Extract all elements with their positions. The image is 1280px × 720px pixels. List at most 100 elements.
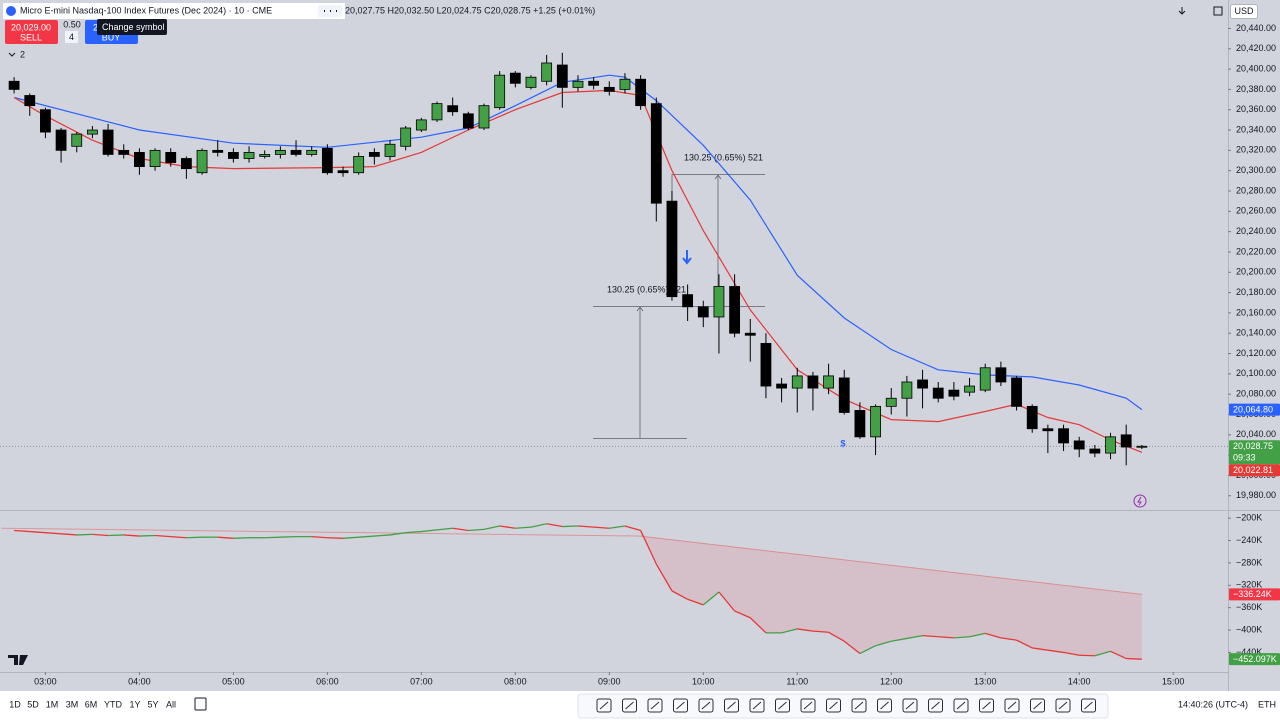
session[interactable]: ETH [1258,699,1276,709]
tool-icon[interactable] [1081,698,1096,713]
tool-icon[interactable] [979,698,994,713]
currency-box[interactable] [1230,4,1258,19]
tool-glyph [676,701,685,710]
alert-icon[interactable] [1133,494,1147,508]
indicator-segment [655,563,673,592]
candle-body [462,113,474,129]
maximize-icon[interactable] [1213,6,1223,16]
indicator-segment [781,628,798,634]
symbol-title[interactable]: Micro E-mini Nasdaq-100 Index Futures (D… [20,5,272,15]
header-bar [3,3,345,19]
y-tick-label: −400K [1236,624,1262,634]
tool-icon[interactable] [1004,698,1020,713]
tool-glyph [625,701,634,710]
buy-price: 2 [93,22,98,32]
indicator-segment [45,532,62,535]
y-tick-label: 20,200.00 [1236,267,1276,277]
price-badge [1229,440,1280,465]
y-tick-label: 20,080.00 [1236,389,1276,399]
tool-icon[interactable] [775,698,790,713]
tool-icon[interactable] [953,698,969,713]
tool-glyph [752,701,762,710]
tool-glyph [982,701,991,710]
candle-body [259,154,271,157]
candle-body [8,80,20,90]
tool-icon[interactable] [749,698,765,713]
indicator-segment [859,645,876,655]
indicator-segment [139,534,156,537]
range-button[interactable]: 1M [46,699,59,709]
indicator-segment [797,628,814,632]
y-tick-label: 19,980.00 [1236,490,1276,500]
candle-body [55,129,67,151]
tool-icon[interactable] [877,698,892,713]
range-button[interactable]: YTD [104,699,123,709]
x-tick-label: 05:00 [222,676,245,686]
indicator-segment [593,526,610,529]
drawing-toolbar [577,693,1109,719]
tool-icon[interactable] [622,698,637,713]
candle-body [870,405,881,438]
sell-price: 20,029.00 [11,22,51,32]
tool-icon[interactable] [928,698,943,713]
range-button[interactable]: All [166,699,176,709]
tool-icon[interactable] [724,698,739,713]
candle-body [1073,440,1085,450]
indicator-segment [718,591,736,612]
candle-body [71,133,83,147]
tool-icon[interactable] [698,698,714,713]
range-button[interactable]: 5D [27,699,39,709]
indicator-segment [123,534,140,537]
indicator-segment [812,630,829,633]
candle-body [854,410,866,438]
tool-icon[interactable] [647,698,663,713]
y-tick-label: −240K [1236,535,1262,545]
indicator-segment [483,525,500,530]
collapse-chevron[interactable] [8,52,16,57]
countdown: 09:33 [1233,453,1256,463]
date-range-icon[interactable] [194,697,207,711]
range-button[interactable]: 6M [85,699,98,709]
tool-icon[interactable] [1055,698,1071,713]
candle-body [901,381,913,399]
tool-icon[interactable] [800,698,816,713]
tool-icon[interactable] [902,698,918,713]
y-tick-label: 20,220.00 [1236,246,1276,256]
range-button[interactable]: 5Y [147,699,158,709]
indicator-segment [938,636,954,639]
indicator-segment [969,632,986,638]
candle-body [619,78,631,90]
indicator-segment [734,610,751,619]
quantity: 4 [69,32,74,42]
indicator-segment [828,631,845,642]
range-button[interactable]: 1Y [129,699,140,709]
tool-glyph [956,701,966,710]
indicator-segment [609,525,626,529]
indicator-segment [61,533,77,536]
candle-body [494,74,506,109]
tool-icon[interactable] [826,698,841,713]
candle-body [525,76,537,88]
x-tick-label: 12:00 [880,676,903,686]
tool-icon[interactable] [851,698,867,713]
sell-button[interactable] [5,20,58,44]
quantity-box[interactable] [65,31,78,43]
x-tick-label: 15:00 [1162,676,1185,686]
price-badge-label: 20,064.80 [1233,405,1273,415]
y-tick-label: −320K [1236,580,1262,590]
indicator-segment [922,634,939,638]
indicator-segment [1094,650,1111,657]
divergence-shade [640,530,1142,660]
y-tick-label: −360K [1236,602,1262,612]
tool-icon[interactable] [1030,698,1045,713]
candle-body [1105,436,1116,454]
tool-icon[interactable] [596,698,612,713]
tool-icon[interactable] [673,698,688,713]
range-button[interactable]: 1D [9,699,21,709]
range-button[interactable]: 3M [66,699,79,709]
tool-glyph [829,701,838,710]
download-icon[interactable] [1178,7,1186,15]
indicator-segment [577,525,594,528]
indicator-segment [1079,654,1095,657]
tool-glyph [1084,701,1093,710]
